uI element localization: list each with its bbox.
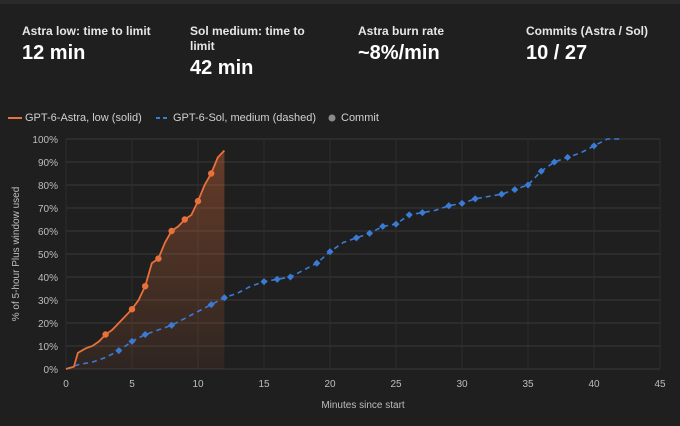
sol-commit-point: [352, 234, 360, 242]
y-tick-label: 40%: [38, 273, 58, 284]
sol-commit-point: [260, 278, 268, 286]
sol-commit-point: [313, 259, 321, 267]
sol-commit-point: [445, 202, 453, 210]
astra-commit-point: [181, 216, 188, 223]
stat-value: 10 / 27: [526, 42, 588, 64]
astra-commit-point: [128, 306, 136, 313]
sol-commit-point: [220, 294, 228, 302]
legend-label-sol: GPT-6-Sol, medium (dashed): [173, 112, 317, 124]
sol-commit-point: [207, 301, 215, 309]
legend-swatch-solid: [8, 117, 22, 119]
stat-commits: Commits (Astra / Sol) 10 / 27: [526, 24, 676, 65]
astra-commit-point: [155, 255, 162, 262]
stat-label: Astra burn rate: [358, 24, 445, 38]
y-tick-label: 90%: [38, 158, 58, 169]
x-axis-label: Minutes since start: [321, 400, 405, 411]
stat-value: 12 min: [22, 42, 86, 64]
legend-swatch-commit: [328, 114, 336, 122]
y-tick-label: 80%: [38, 181, 58, 192]
astra-commit-point: [102, 331, 109, 338]
sol-commit-point: [141, 330, 149, 339]
x-tick-label: 5: [129, 379, 135, 390]
sol-commit-point: [471, 195, 479, 203]
astra-area: [66, 150, 225, 369]
y-tick-label: 20%: [38, 319, 58, 330]
sol-commit-point: [564, 153, 572, 161]
stat-value: ~8%/min: [358, 42, 440, 64]
y-tick-label: 100%: [32, 135, 58, 146]
legend-label-astra: GPT-6-Astra, low (solid): [25, 112, 142, 124]
sol-commit-point: [511, 186, 519, 194]
x-tick-label: 15: [258, 379, 270, 390]
sol-commit-point: [168, 321, 176, 329]
y-tick-label: 70%: [38, 204, 58, 215]
x-tick-label: 20: [324, 379, 336, 390]
sol-commit-point: [273, 275, 281, 283]
sol-commit-point: [379, 222, 387, 230]
y-axis-label: % of 5-hour Plus window used: [11, 187, 22, 322]
sol-commit-point: [405, 211, 413, 219]
stats-row: Astra low: time to limit 12 min Sol medi…: [0, 24, 680, 84]
top-divider: [0, 0, 680, 4]
sol-commit-point: [366, 229, 374, 237]
sol-commit-point: [550, 158, 558, 166]
sol-commit-point: [326, 248, 334, 256]
stat-label: Sol medium: time to limit: [190, 24, 305, 53]
y-tick-label: 0%: [44, 365, 59, 376]
y-tick-label: 10%: [38, 342, 58, 353]
x-tick-label: 45: [654, 379, 666, 390]
sol-commit-point: [458, 199, 466, 207]
sol-commit-point: [498, 190, 506, 198]
sol-commit-point: [115, 347, 123, 355]
stat-sol-time: Sol medium: time to limit 42 min: [190, 24, 320, 80]
y-tick-label: 50%: [38, 250, 58, 261]
sol-commit-point: [537, 167, 545, 175]
y-tick-label: 30%: [38, 296, 58, 307]
legend-swatch-dashed: [156, 117, 170, 119]
x-tick-label: 35: [522, 379, 534, 390]
sol-commit-point: [286, 273, 294, 281]
astra-commit-point: [194, 197, 202, 205]
stat-value: 42 min: [190, 57, 254, 79]
sol-commit-point: [128, 337, 136, 345]
x-tick-label: 30: [456, 379, 468, 390]
sol-series-line: [65, 138, 621, 370]
stat-astra-burn: Astra burn rate ~8%/min: [358, 24, 508, 65]
sol-commit-point: [418, 209, 426, 217]
y-tick-label: 60%: [38, 227, 58, 238]
astra-commit-point: [168, 227, 175, 235]
astra-commit-point: [208, 170, 215, 177]
x-tick-label: 25: [390, 379, 402, 390]
legend-label-commit: Commit: [341, 112, 379, 124]
x-tick-label: 10: [192, 379, 204, 390]
stat-label: Commits (Astra / Sol): [526, 24, 649, 38]
sol-commit-point: [590, 142, 598, 150]
x-tick-label: 0: [63, 379, 69, 390]
astra-commit-point: [142, 283, 149, 290]
sol-commit-point: [392, 220, 400, 228]
stat-label: Astra low: time to limit: [22, 24, 151, 38]
sol-commit-point: [524, 181, 532, 189]
stat-astra-time: Astra low: time to limit 12 min: [22, 24, 172, 65]
x-tick-label: 40: [588, 379, 600, 390]
